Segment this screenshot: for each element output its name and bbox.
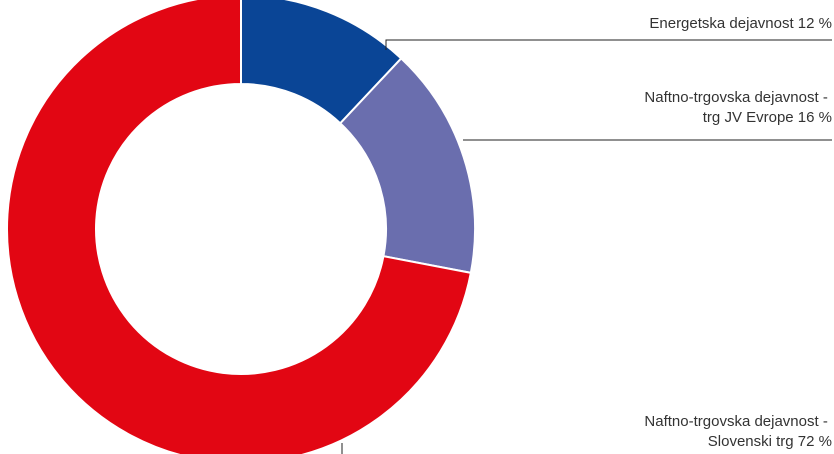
slice-label-energetska: Energetska dejavnost 12 % xyxy=(649,15,832,32)
slice-label-slovenski: Naftno-trgovska dejavnost - Slovenski tr… xyxy=(644,413,832,450)
leader-line-energetska xyxy=(385,39,832,50)
donut-slice-slovenski xyxy=(6,0,473,454)
donut-slices xyxy=(6,0,476,454)
slice-label-jv-evrope: Naftno-trgovska dejavnost - trg JV Evrop… xyxy=(644,89,832,126)
